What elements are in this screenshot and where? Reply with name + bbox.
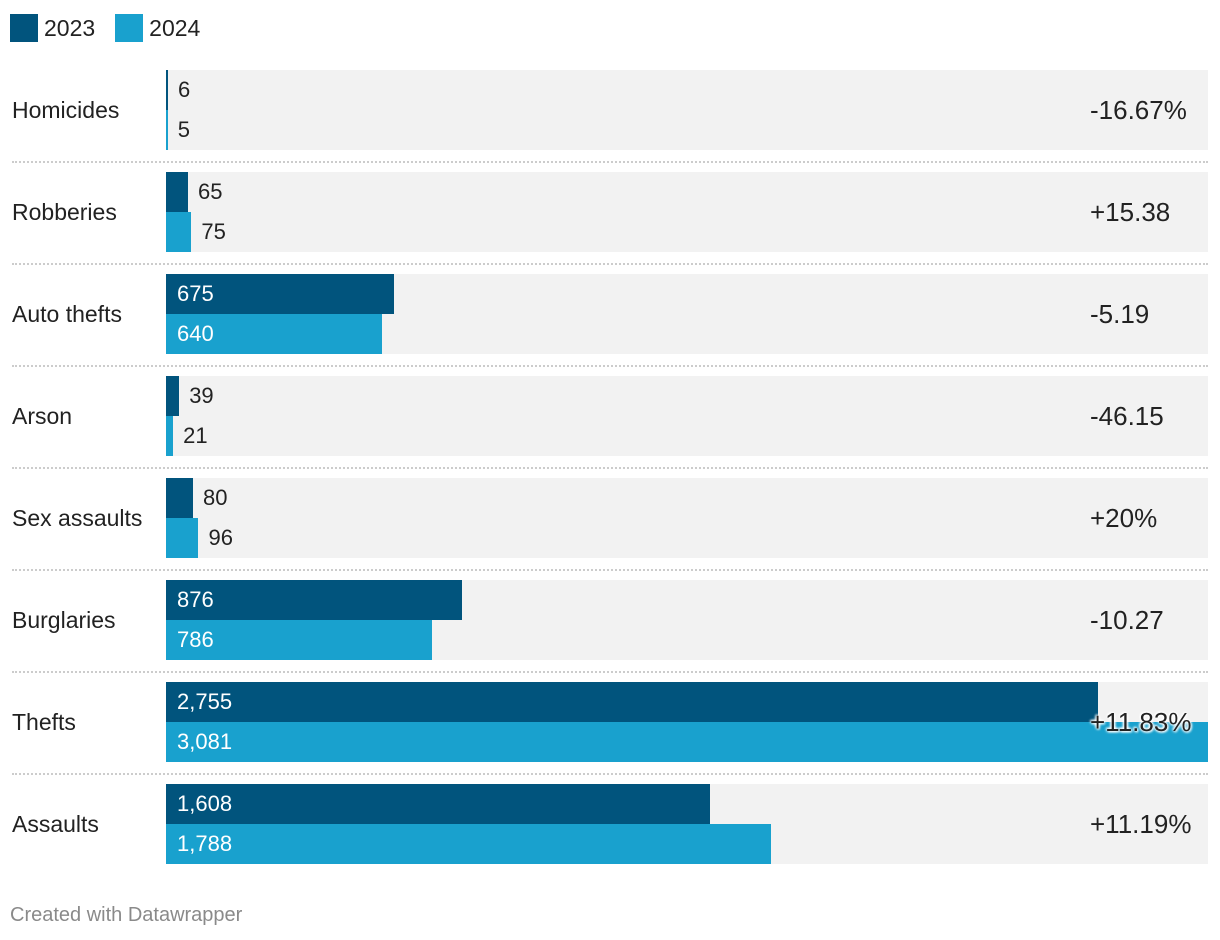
row-divider — [12, 671, 1208, 673]
value-label-2024: 21 — [183, 423, 208, 448]
percent-change-label: +15.38 — [1090, 197, 1171, 227]
row-arson: Arson 39 21 -46.15 — [0, 376, 1220, 478]
value-label-2023: 2,755 — [177, 689, 233, 714]
row-background — [166, 376, 1208, 456]
legend-swatch-2024 — [115, 14, 144, 42]
row-divider — [12, 467, 1208, 469]
bar-chart: Homicides 6 5 -16.67% Robberies 65 75 +15.38 Aut… — [0, 70, 1220, 864]
credit-line: Created with Datawrapper — [10, 904, 243, 926]
legend-swatch-2023 — [10, 14, 38, 42]
bar-2024-thefts — [166, 722, 1208, 762]
percent-change-label: -10.27 — [1090, 605, 1164, 635]
legend: 2023 2024 — [10, 14, 220, 42]
value-label-2023: 876 — [177, 587, 214, 612]
percent-change-label: +20% — [1090, 503, 1158, 533]
bar-2023-auto-thefts — [166, 274, 395, 314]
row-thefts: Thefts 2,755 3,081 +11.83% — [0, 682, 1220, 784]
bar-2024-homicides — [166, 110, 168, 150]
value-label-2023: 6 — [178, 77, 191, 102]
legend-item-2023: 2023 — [10, 14, 95, 42]
row-assaults: Assaults 1,608 1,788 +11.19% — [0, 784, 1220, 886]
row-robberies: Robberies 65 75 +15.38 — [0, 172, 1220, 274]
percent-change-label: +11.83% — [1090, 707, 1192, 737]
value-label-2024: 640 — [177, 321, 214, 346]
value-label-2024: 1,788 — [177, 831, 233, 856]
category-label: Arson — [12, 403, 73, 429]
row-divider — [12, 161, 1208, 163]
value-label-2024: 75 — [201, 219, 226, 244]
row-divider — [12, 365, 1208, 367]
row-burglaries: Burglaries 876 786 -10.27 — [0, 580, 1220, 682]
bar-2024-burglaries — [166, 620, 432, 660]
bar-2023-thefts — [166, 682, 1098, 722]
value-label-2023: 80 — [203, 485, 228, 510]
bar-2023-homicides — [166, 70, 169, 110]
category-label: Auto thefts — [12, 301, 122, 327]
value-label-2024: 5 — [177, 117, 190, 142]
percent-change-label: -46.15 — [1090, 401, 1164, 431]
category-label: Burglaries — [12, 607, 116, 633]
legend-label-2024: 2024 — [149, 14, 201, 41]
value-label-2023: 1,608 — [177, 791, 233, 816]
value-label-2023: 65 — [197, 179, 223, 204]
bar-2024-sex-assaults — [166, 518, 199, 558]
bar-2024-arson — [166, 416, 174, 456]
category-label: Homicides — [12, 97, 120, 123]
bar-2023-arson — [166, 376, 180, 416]
legend-item-2024: 2024 — [115, 14, 200, 42]
bar-2023-sex-assaults — [166, 478, 194, 518]
category-label: Assaults — [12, 811, 99, 837]
row-background — [166, 172, 1208, 252]
row-divider — [12, 263, 1208, 265]
value-label-2024: 3,081 — [177, 729, 233, 754]
percent-change-label: -16.67% — [1090, 95, 1187, 125]
row-auto-thefts: Auto thefts 675 640 -5.19 — [0, 274, 1220, 376]
value-label-2023: 675 — [177, 281, 214, 306]
value-label-2023: 39 — [189, 383, 214, 408]
row-divider — [12, 773, 1208, 775]
row-background — [166, 478, 1208, 558]
row-homicides: Homicides 6 5 -16.67% — [0, 70, 1220, 172]
bar-2024-assaults — [166, 824, 771, 864]
row-divider — [12, 569, 1208, 571]
bar-2023-assaults — [166, 784, 710, 824]
value-label-2024: 786 — [177, 627, 214, 652]
row-background — [166, 70, 1208, 150]
bar-2024-robberies — [166, 212, 192, 252]
percent-change-label: -5.19 — [1090, 299, 1150, 329]
bar-2023-robberies — [166, 172, 188, 212]
value-label-2024: 96 — [208, 525, 233, 550]
category-label: Sex assaults — [12, 505, 143, 531]
category-label: Thefts — [12, 709, 76, 735]
bar-2023-burglaries — [166, 580, 463, 620]
category-label: Robberies — [12, 199, 117, 225]
percent-change-label: +11.19% — [1090, 809, 1192, 839]
row-sex-assaults: Sex assaults 80 96 +20% — [0, 478, 1220, 580]
bar-2024-auto-thefts — [166, 314, 383, 354]
legend-label-2023: 2023 — [44, 14, 96, 41]
